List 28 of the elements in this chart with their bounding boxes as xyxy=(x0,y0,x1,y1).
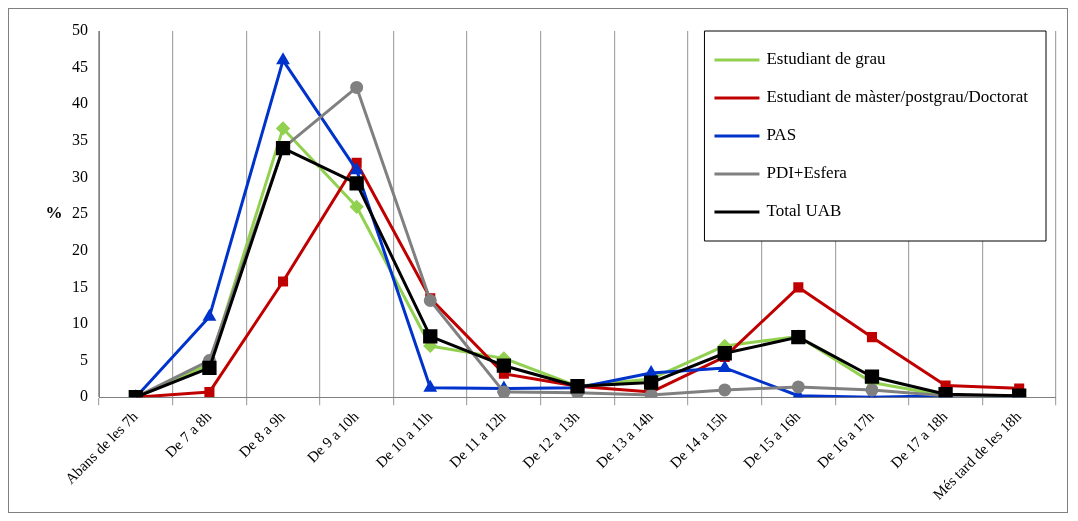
x-tick-label: De 16 a 17h xyxy=(814,407,878,472)
x-tick-label: De 15 a 16h xyxy=(740,407,804,472)
legend-label: PAS xyxy=(766,125,797,145)
y-tick-label: 30 xyxy=(72,167,88,185)
y-tick-label: 50 xyxy=(72,21,88,39)
x-tick-label: De 13 a 14h xyxy=(593,407,657,472)
y-tick-label: 0 xyxy=(80,387,88,405)
x-tick-label: De 14 a 15h xyxy=(666,407,730,472)
y-tick-label: 15 xyxy=(72,277,88,295)
x-tick-label: De 17 a 18h xyxy=(887,407,951,472)
y-tick-label: 20 xyxy=(72,240,88,258)
legend-label: Total UAB xyxy=(766,201,842,221)
y-tick-label: 25 xyxy=(72,204,88,222)
y-tick-label: 5 xyxy=(80,350,88,368)
x-tick-label: De 7 a 8h xyxy=(162,407,215,461)
x-tick-label: De 9 a 10h xyxy=(304,407,362,466)
x-tick-label: De 11 a 12h xyxy=(446,407,510,471)
y-tick-label: 45 xyxy=(72,57,88,75)
legend-label: PDI+Esfera xyxy=(766,163,848,183)
y-tick-label: 10 xyxy=(72,314,88,332)
x-tick-label: De 10 a 11h xyxy=(372,407,436,471)
legend-label: Estudiant de màster/postgrau/Doctorat xyxy=(766,87,1029,107)
y-axis-title: % xyxy=(45,203,63,223)
y-tick-label: 35 xyxy=(72,131,88,149)
x-tick-label: De 8 a 9h xyxy=(235,407,289,461)
y-tick-label: 40 xyxy=(72,94,88,112)
x-tick-label: De 12 a 13h xyxy=(519,407,583,472)
legend-label: Estudiant de grau xyxy=(766,49,886,69)
